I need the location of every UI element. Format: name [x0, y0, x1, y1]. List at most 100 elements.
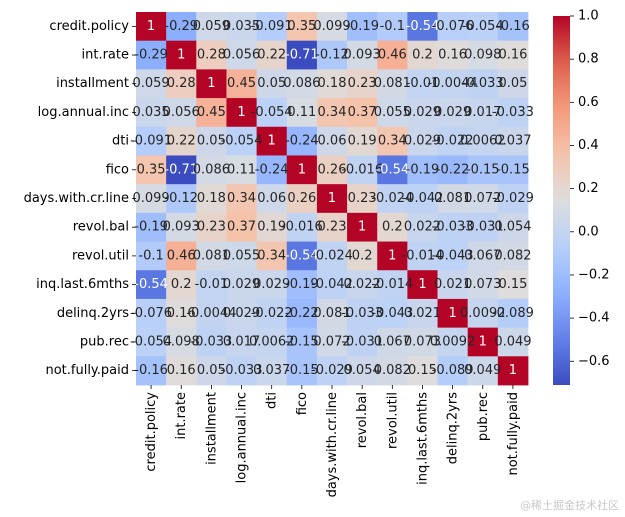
heatmap-cell-12-12 [497, 356, 529, 386]
heatmap-cell-4-0 [136, 126, 167, 156]
heatmap-cell-11-11 [467, 327, 499, 357]
cell-value-label-11-0: -0.054 [130, 334, 172, 349]
cell-value-label-6-4: 0.06 [257, 191, 286, 206]
cell-value-label-12-1: 0.16 [167, 363, 196, 378]
heatmap-cell-5-7 [347, 155, 378, 185]
cell-value-label-8-6: -0.024 [311, 248, 353, 263]
cell-value-label-8-12: 0.082 [494, 248, 531, 263]
colorbar-tick-label-7: −0.4 [578, 311, 610, 326]
heatmap-cell-3-4 [256, 98, 288, 128]
heatmap-cell-6-6 [316, 184, 348, 214]
heatmap-cell-2-8 [377, 69, 408, 99]
heatmap-cell-3-5 [286, 98, 318, 128]
cell-value-label-12-8: 0.082 [374, 363, 411, 378]
heatmap-cell-6-12 [497, 184, 529, 214]
heatmap-cell-3-3 [226, 98, 258, 128]
x-tick-label-12: not.fully.paid [506, 392, 521, 476]
heatmap-cell-10-10 [437, 298, 469, 329]
cell-value-label-7-7: 1 [358, 220, 366, 235]
cell-value-label-2-9: -0.01 [406, 76, 440, 91]
cell-value-label-11-4: 0.0062 [249, 334, 295, 349]
cell-value-label-3-10: 0.029 [434, 105, 471, 120]
cell-value-label-6-11: 0.072 [464, 191, 501, 206]
cell-value-label-8-11: 0.067 [464, 248, 501, 263]
heatmap-cell-6-7 [347, 184, 378, 214]
heatmap-cell-5-5 [286, 155, 318, 185]
cell-value-label-0-0: 1 [147, 19, 155, 34]
cell-value-label-8-9: -0.014 [402, 248, 444, 263]
heatmap-cell-3-11 [467, 98, 499, 128]
heatmap-cell-5-12 [497, 155, 529, 185]
cell-value-label-5-11: -0.15 [466, 162, 500, 177]
heatmap-cell-2-9 [407, 69, 438, 99]
heatmap-cell-0-10 [437, 12, 469, 42]
heatmap-cell-1-3 [226, 40, 258, 70]
heatmap-cell-2-10 [437, 69, 469, 99]
cell-value-label-12-11: 0.049 [464, 363, 501, 378]
cell-value-label-3-6: 0.34 [318, 105, 347, 120]
heatmap-cell-4-9 [407, 126, 438, 156]
cell-value-label-3-4: -0.054 [251, 105, 293, 120]
heatmap-cell-9-11 [467, 270, 499, 300]
cell-value-label-11-5: -0.15 [285, 334, 319, 349]
cell-value-label-4-9: 0.029 [404, 134, 441, 149]
heatmap-cell-0-4 [256, 12, 288, 42]
cell-value-label-3-9: 0.029 [404, 105, 441, 120]
heatmap-cell-3-8 [377, 98, 408, 128]
cell-value-label-5-4: -0.24 [255, 162, 289, 177]
cell-value-label-7-0: -0.19 [134, 220, 168, 235]
cell-value-label-2-0: 0.059 [132, 76, 169, 91]
heatmap-cell-10-4 [256, 298, 288, 329]
cell-value-label-9-10: 0.021 [434, 277, 471, 292]
x-axis-ticks: credit.policy int.rate installment log.annu… [144, 385, 521, 497]
cell-value-label-4-0: -0.091 [130, 134, 172, 149]
heatmap-cell-12-3 [226, 356, 258, 386]
heatmap-cell-3-7 [347, 98, 378, 128]
x-tick-label-7: revol.bal [355, 392, 370, 448]
heatmap-cell-2-0 [136, 69, 167, 99]
heatmap-cell-2-5 [286, 69, 318, 99]
x-tick-label-10: delinq.2yrs [446, 392, 461, 464]
cell-value-label-2-6: 0.18 [318, 76, 347, 91]
heatmap-cell-0-7 [347, 12, 378, 42]
cell-value-label-3-1: 0.056 [163, 105, 200, 120]
heatmap-cell-9-3 [226, 270, 258, 300]
cell-value-label-11-9: 0.073 [404, 334, 441, 349]
y-tick-label-10: delinq.2yrs [57, 306, 129, 321]
y-axis-ticks: credit.policy int.rate installment log.annu… [24, 19, 136, 378]
colorbar-gradient [553, 16, 570, 385]
cell-value-label-2-12: 0.05 [498, 76, 527, 91]
heatmap-cell-12-5 [286, 356, 318, 386]
heatmap-cell-6-2 [196, 184, 227, 214]
heatmap-cell-5-0 [136, 155, 167, 185]
cell-value-label-0-8: -0.1 [380, 19, 405, 34]
y-tick-label-3: log.annual.inc [38, 105, 129, 120]
x-tick-label-3: log.annual.inc [235, 392, 250, 483]
heatmap-cell-1-5 [286, 40, 318, 70]
cell-value-label-0-1: -0.29 [164, 19, 198, 34]
x-tick-label-2: installment [204, 392, 219, 465]
cell-value-label-3-12: -0.033 [492, 105, 534, 120]
heatmap-cell-8-3 [226, 241, 258, 271]
heatmap-cell-8-0 [136, 241, 167, 271]
heatmap-cell-0-1 [166, 12, 197, 42]
cell-value-label-10-8: -0.043 [371, 306, 413, 321]
cell-value-label-3-0: 0.035 [132, 105, 169, 120]
cell-value-label-10-7: -0.033 [341, 306, 383, 321]
colorbar-tick-label-4: 0.2 [578, 181, 599, 196]
cell-value-label-9-2: -0.01 [195, 277, 229, 292]
cell-value-label-4-11: 0.0062 [460, 134, 506, 149]
heatmap-cell-12-6 [316, 356, 348, 386]
heatmap-cell-4-12 [497, 126, 529, 156]
cell-value-label-2-3: 0.45 [227, 76, 256, 91]
heatmap-cell-7-0 [136, 212, 167, 242]
heatmap-cell-0-9 [407, 12, 438, 42]
cell-value-label-0-11: -0.054 [462, 19, 504, 34]
heatmap-cell-6-5 [286, 184, 318, 214]
heatmap-cell-11-8 [377, 327, 408, 357]
heatmap-cell-11-9 [407, 327, 438, 357]
colorbar-tick-label-6: −0.2 [578, 267, 610, 282]
cell-value-label-8-4: 0.34 [257, 248, 286, 263]
x-tick-label-0: credit.policy [144, 392, 159, 472]
cell-value-label-10-2: -0.0044 [186, 306, 236, 321]
